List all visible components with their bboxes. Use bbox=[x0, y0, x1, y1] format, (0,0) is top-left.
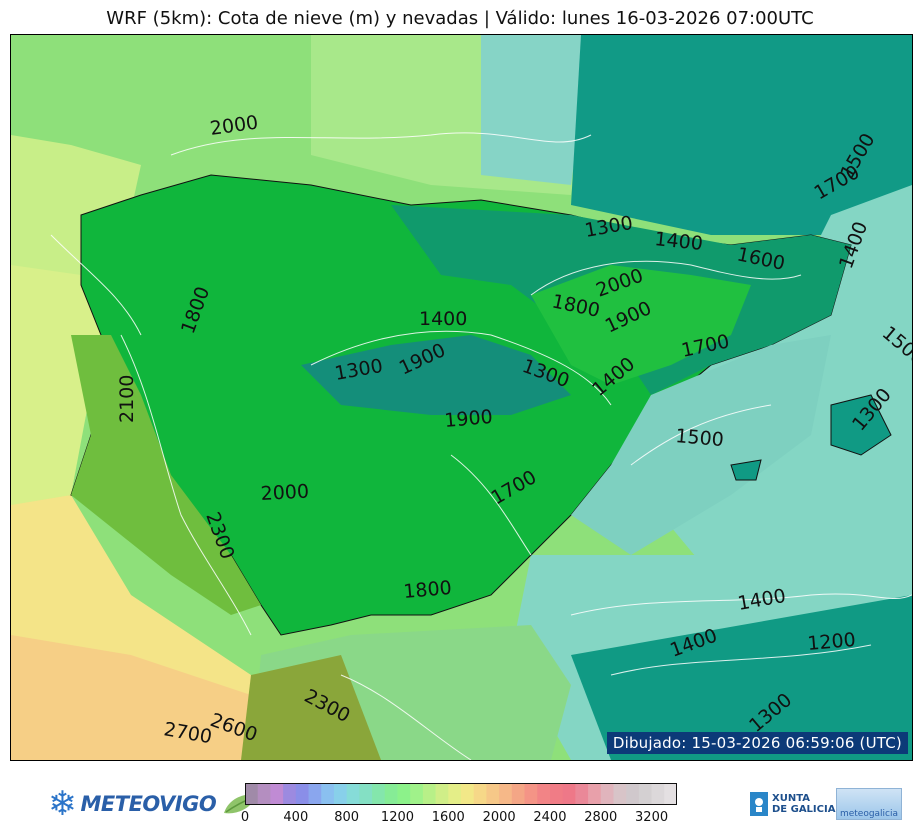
colorbar-segment bbox=[651, 783, 665, 805]
snowflake-icon: ❄ bbox=[48, 784, 77, 824]
colorbar-segment bbox=[295, 783, 310, 805]
snow-level-map: 2000 1300 1400 1600 1800 2000 1900 1400 … bbox=[10, 34, 913, 761]
colorbar-tick-label: 1600 bbox=[431, 810, 465, 825]
contour-line bbox=[340, 674, 472, 760]
meteovigo-logo-text: METEOVIGO bbox=[80, 792, 217, 816]
colorbar-segment bbox=[549, 783, 564, 805]
colorbar-segment bbox=[638, 783, 653, 805]
colorbar-segment bbox=[537, 783, 551, 805]
contour-line bbox=[530, 260, 802, 296]
snow-level-contours bbox=[50, 132, 912, 760]
contour-line bbox=[630, 404, 772, 466]
colorbar-tick-label: 2800 bbox=[584, 810, 618, 825]
xunta-line1: XUNTA bbox=[772, 793, 810, 804]
colorbar-tick-label: 800 bbox=[334, 810, 360, 825]
meteogalicia-logo: meteogalicia bbox=[836, 788, 902, 820]
biscay-teal bbox=[481, 35, 591, 185]
mallorca bbox=[830, 394, 892, 456]
colorbar-tick-labels: 0 400 800 1200 1600 2000 2400 2800 3200 bbox=[241, 810, 677, 830]
contour-line bbox=[570, 593, 912, 616]
colorbar-segment bbox=[359, 783, 373, 805]
colorbar-segment bbox=[524, 783, 538, 805]
xunta-line2: DE GALICIA bbox=[772, 804, 836, 815]
colorbar-tick-label: 2400 bbox=[533, 810, 567, 825]
colorbar-segment bbox=[613, 783, 627, 805]
colorbar-segment bbox=[308, 783, 322, 805]
contour-line bbox=[450, 454, 532, 556]
map-footer: ❄ METEOVIGO 0 400 800 1200 1600 2000 2400 2800 3… bbox=[0, 770, 920, 838]
portugal-olive bbox=[71, 335, 261, 615]
colorbar-tick-label: 2000 bbox=[482, 810, 516, 825]
colorbar-segment bbox=[397, 783, 411, 805]
xunta-de-galicia-logo: XUNTA DE GALICIA bbox=[750, 792, 835, 816]
map-canvas: 2000 1300 1400 1600 1800 2000 1900 1400 … bbox=[11, 35, 912, 760]
colorbar-tick-label: 0 bbox=[240, 810, 250, 825]
contour-label: 1200 bbox=[807, 629, 857, 655]
contour-line bbox=[610, 644, 872, 676]
colorbar-segment bbox=[257, 783, 271, 805]
colorbar-segment bbox=[283, 783, 297, 805]
contour-line bbox=[170, 132, 592, 156]
contour-line bbox=[120, 334, 252, 636]
drawn-timestamp: Dibujado: 15-03-2026 06:59:06 (UTC) bbox=[606, 732, 908, 754]
contour-line bbox=[310, 330, 612, 406]
colorbar-segment bbox=[435, 783, 449, 805]
colorbar-tick-label: 1200 bbox=[380, 810, 415, 825]
southwest-sea-orange bbox=[11, 635, 291, 760]
contour-label: 1400 bbox=[653, 228, 703, 255]
morocco-olive bbox=[241, 655, 381, 760]
colorbar-segment bbox=[575, 783, 589, 805]
colorbar-border bbox=[245, 783, 677, 805]
snow-level-colorbar bbox=[245, 783, 677, 805]
contour-line bbox=[50, 234, 142, 336]
colorbar-segment bbox=[511, 783, 526, 805]
map-title: WRF (5km): Cota de nieve (m) y nevadas |… bbox=[106, 8, 814, 29]
contour-label: 1900 bbox=[444, 406, 494, 432]
valencia-light-teal bbox=[571, 335, 831, 555]
colorbar-segment bbox=[461, 783, 475, 805]
colorbar-segment bbox=[245, 783, 259, 805]
colorbar-segment bbox=[664, 783, 677, 805]
colorbar-segment bbox=[600, 783, 614, 805]
colorbar-segment bbox=[448, 783, 462, 805]
colorbar-segment bbox=[486, 783, 500, 805]
colorbar-segment bbox=[626, 783, 640, 805]
iberian-range-green bbox=[531, 265, 751, 385]
colorbar-segment bbox=[384, 783, 398, 805]
colorbar-segment bbox=[588, 783, 602, 805]
colorbar-segment bbox=[372, 783, 386, 805]
contour-label: 1800 bbox=[403, 577, 453, 603]
colorbar-tick-label: 3200 bbox=[635, 810, 669, 825]
colorbar-segment bbox=[473, 783, 487, 805]
atlantic-west-band bbox=[11, 265, 101, 505]
colorbar-segment bbox=[410, 783, 424, 805]
contour-label: 1400 bbox=[419, 308, 467, 330]
colorbar-segment bbox=[499, 783, 513, 805]
france-dark-teal bbox=[571, 35, 912, 235]
colorbar-segment bbox=[270, 783, 284, 805]
ibiza bbox=[730, 459, 762, 481]
contour-label: 2100 bbox=[116, 375, 138, 423]
colorbar-segment bbox=[333, 783, 348, 805]
meteovigo-logo: ❄ METEOVIGO bbox=[48, 782, 258, 826]
contour-label: 2000 bbox=[260, 480, 309, 505]
xunta-emblem-icon bbox=[750, 792, 768, 816]
colorbar-segment bbox=[321, 783, 335, 805]
colorbar-segment bbox=[562, 783, 576, 805]
contour-label: 1500 bbox=[675, 425, 725, 451]
colorbar-segment bbox=[346, 783, 360, 805]
colorbar-tick-label: 400 bbox=[283, 810, 309, 825]
colorbar-segment bbox=[422, 783, 437, 805]
central-system-teal bbox=[301, 335, 571, 415]
xunta-text: XUNTA DE GALICIA bbox=[772, 793, 835, 815]
algeria-dark-teal bbox=[571, 595, 912, 760]
